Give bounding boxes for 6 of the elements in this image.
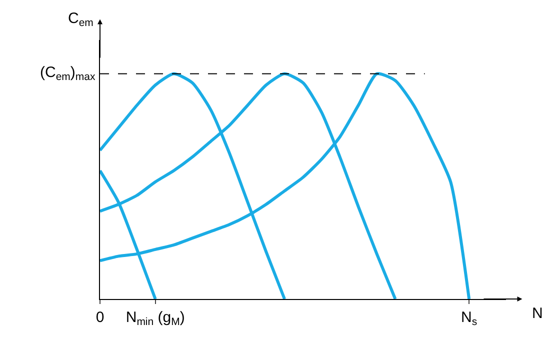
x-tick-label: 0	[96, 309, 104, 326]
x-axis-title: N	[532, 305, 543, 322]
x-tick-label: N$_{s}$	[461, 309, 478, 328]
y-axis-title: C$_{em}$	[68, 10, 94, 30]
x-tick-label: N$_{min}$ (g$_{M}$)	[126, 309, 185, 328]
ref-line-label: (C$_{em}$)$_{max}$	[40, 64, 96, 84]
